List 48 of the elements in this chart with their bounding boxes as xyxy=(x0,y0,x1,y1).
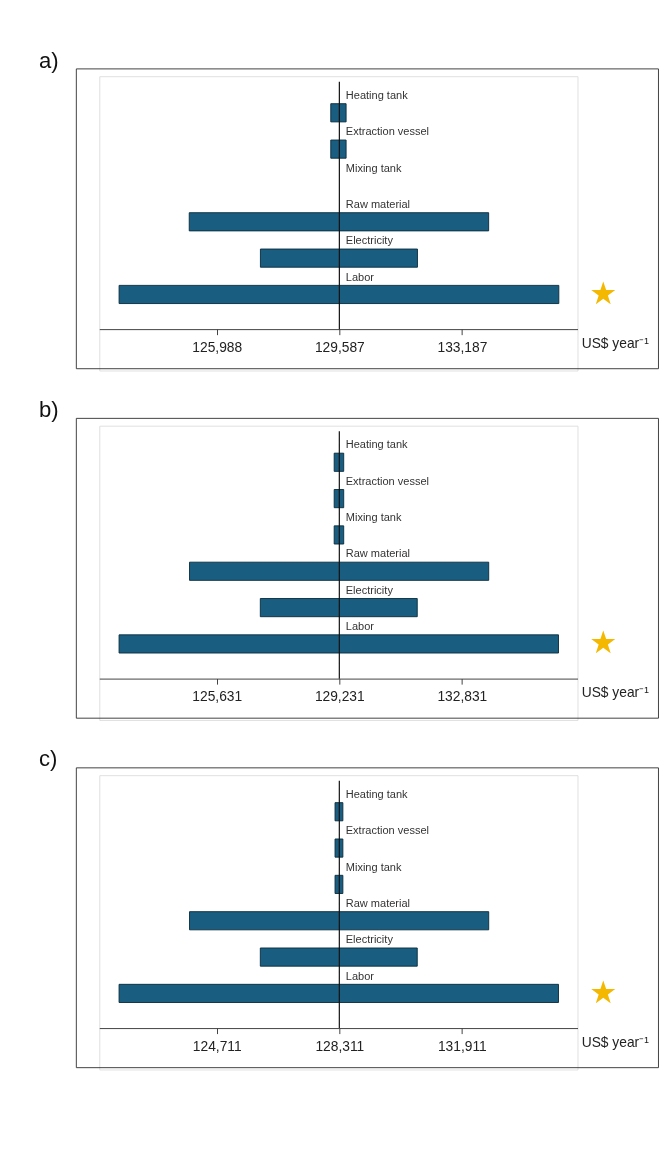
bar xyxy=(118,634,559,654)
bar xyxy=(259,248,418,268)
bar xyxy=(259,947,418,967)
y-tick-label: Extraction vessel xyxy=(345,474,430,487)
y-tick-label: Mixing tank xyxy=(345,860,402,873)
y-tick-label: Raw material xyxy=(345,896,411,909)
y-tick-label: Electricity xyxy=(345,583,394,596)
chart-title: a) xyxy=(39,47,59,73)
chart-title: c) xyxy=(39,746,58,772)
y-tick-label: Labor xyxy=(345,620,375,633)
y-tick-label: Mixing tank xyxy=(345,161,402,174)
y-tick-label: Heating tank xyxy=(345,787,409,800)
y-tick-label: Raw material xyxy=(345,547,411,560)
text: ★ xyxy=(589,973,618,1010)
bar xyxy=(118,284,560,305)
x-tick-label: 129,231 xyxy=(314,689,365,705)
x-axis-title: US$ year⁻¹ xyxy=(581,685,650,701)
x-tick-label: 131,911 xyxy=(437,1038,487,1054)
bar xyxy=(188,212,490,232)
x-tick-label: 133,187 xyxy=(437,339,488,355)
x-axis-title: US$ year⁻¹ xyxy=(581,1034,650,1050)
x-tick-label: 132,831 xyxy=(437,689,488,705)
x-tick-label: 125,631 xyxy=(192,689,243,705)
y-tick-label: Heating tank xyxy=(345,89,409,101)
bar xyxy=(330,103,347,123)
y-tick-label: Labor xyxy=(345,270,375,283)
bar xyxy=(189,911,490,931)
bar xyxy=(333,525,345,545)
y-tick-label: Extraction vessel xyxy=(345,824,430,837)
bar xyxy=(118,983,559,1003)
chart-title: b) xyxy=(39,396,59,422)
bar xyxy=(259,598,418,618)
x-tick-label: 125,988 xyxy=(192,339,243,355)
y-tick-label: Raw material xyxy=(345,198,411,210)
y-tick-label: Heating tank xyxy=(345,438,409,451)
y-tick-label: Labor xyxy=(345,969,375,982)
y-tick-label: Extraction vessel xyxy=(345,125,430,138)
bar xyxy=(330,139,347,159)
text: ★ xyxy=(589,274,618,311)
y-tick-label: Mixing tank xyxy=(345,511,402,524)
y-tick-label: Electricity xyxy=(345,234,394,247)
x-tick-label: 128,311 xyxy=(315,1038,365,1054)
x-axis-title: US$ year⁻¹ xyxy=(581,336,650,352)
bar xyxy=(189,561,490,581)
text: ★ xyxy=(589,624,618,661)
y-tick-label: Electricity xyxy=(345,933,394,946)
x-tick-label: 124,711 xyxy=(192,1038,242,1054)
x-tick-label: 129,587 xyxy=(314,339,365,355)
